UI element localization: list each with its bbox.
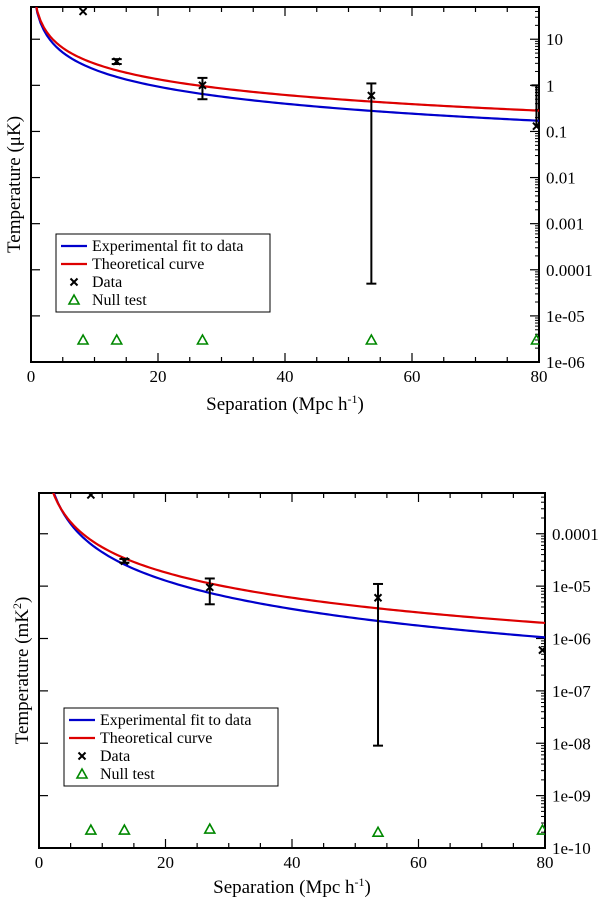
legend-label: Null test xyxy=(100,766,155,783)
fit-curve-line xyxy=(35,7,539,122)
data-point-x xyxy=(205,583,214,592)
x-tick-label: 80 xyxy=(537,853,554,872)
y-tick-label: 0.1 xyxy=(546,122,567,141)
legend-x-swatch xyxy=(69,277,79,287)
data-point-x xyxy=(373,593,383,602)
y-tick-label: 1e-05 xyxy=(546,307,585,326)
y-tick-label: 10 xyxy=(546,30,563,49)
x-axis-title: Separation (Mpc h-1) xyxy=(213,875,371,898)
x-axis-title: Separation (Mpc h-1) xyxy=(206,392,364,415)
chart-panel-2: 0 20 40 60 80 0.0001 1e-05 1e-06 1e-07 1e-08 1e-09… xyxy=(10,492,599,898)
null-test-point xyxy=(196,333,209,345)
x-tick-label: 0 xyxy=(35,853,44,872)
y-axis-title: Temperature (μK) xyxy=(4,116,25,253)
legend-box xyxy=(63,707,279,787)
null-test-point xyxy=(118,823,131,835)
data-point-x xyxy=(78,7,88,16)
x-tick-label: 60 xyxy=(404,367,421,386)
theory-curve-line xyxy=(52,493,545,625)
y-tick-label: 1 xyxy=(546,76,555,95)
data-point-x xyxy=(86,493,96,500)
plot-data-layer xyxy=(35,7,539,345)
legend-label: Experimental fit to data xyxy=(100,712,252,729)
y-tick-label: 1e-10 xyxy=(552,839,591,858)
legend-label: Experimental fit to data xyxy=(92,238,244,255)
chart-panel-1: 0 20 40 60 80 10 1 0.1 0.01 0.001 0.0001 1e-05 1e-06… xyxy=(4,6,593,415)
y-tick-label: 0.0001 xyxy=(552,525,599,544)
legend-label: Theoretical curve xyxy=(92,256,204,273)
legend-triangle-swatch xyxy=(75,767,89,779)
y-tick-label: 1e-07 xyxy=(552,682,591,701)
x-tick-label: 0 xyxy=(27,367,36,386)
data-point-x xyxy=(538,645,545,655)
x-tick-label: 80 xyxy=(531,367,548,386)
x-tick-label: 20 xyxy=(150,367,167,386)
data-point-x xyxy=(112,57,121,66)
legend-label: Data xyxy=(100,748,130,765)
x-tick-label: 20 xyxy=(157,853,174,872)
legend-x-swatch xyxy=(77,751,87,761)
data-point-x xyxy=(120,556,129,566)
null-test-point xyxy=(530,333,539,345)
y-tick-label: 0.001 xyxy=(546,215,584,234)
x-tick-label: 40 xyxy=(284,853,301,872)
data-point-x xyxy=(532,121,539,131)
y-tick-label: 1e-06 xyxy=(552,630,591,649)
data-point-x xyxy=(198,81,207,90)
y-tick-label: 1e-05 xyxy=(552,577,591,596)
null-test-point xyxy=(365,333,378,345)
null-test-point xyxy=(371,825,385,838)
null-test-point xyxy=(536,823,545,835)
legend-box xyxy=(55,233,271,313)
y-tick-label: 0.0001 xyxy=(546,261,593,280)
y-tick-label: 1e-09 xyxy=(552,787,591,806)
null-test-point xyxy=(76,333,90,345)
y-tick-label: 1e-08 xyxy=(552,734,591,753)
theory-curve-line xyxy=(35,7,539,112)
plot-frame xyxy=(38,492,546,849)
y-axis-title: Temperature (mK2) xyxy=(10,597,33,745)
y-tick-label: 1e-06 xyxy=(546,353,585,372)
legend-label: Data xyxy=(92,274,122,291)
null-test-point xyxy=(110,333,124,345)
legend-label: Theoretical curve xyxy=(100,730,212,747)
y-tick-label: 0.01 xyxy=(546,169,576,188)
data-point-x xyxy=(367,91,376,100)
x-tick-label: 60 xyxy=(410,853,427,872)
fit-curve-line xyxy=(52,493,545,639)
legend-label: Null test xyxy=(92,292,147,309)
null-test-point xyxy=(84,823,98,835)
x-tick-label: 40 xyxy=(277,367,294,386)
legend-triangle-swatch xyxy=(67,293,81,305)
null-test-point xyxy=(203,822,217,834)
plot-data-layer xyxy=(52,493,545,838)
